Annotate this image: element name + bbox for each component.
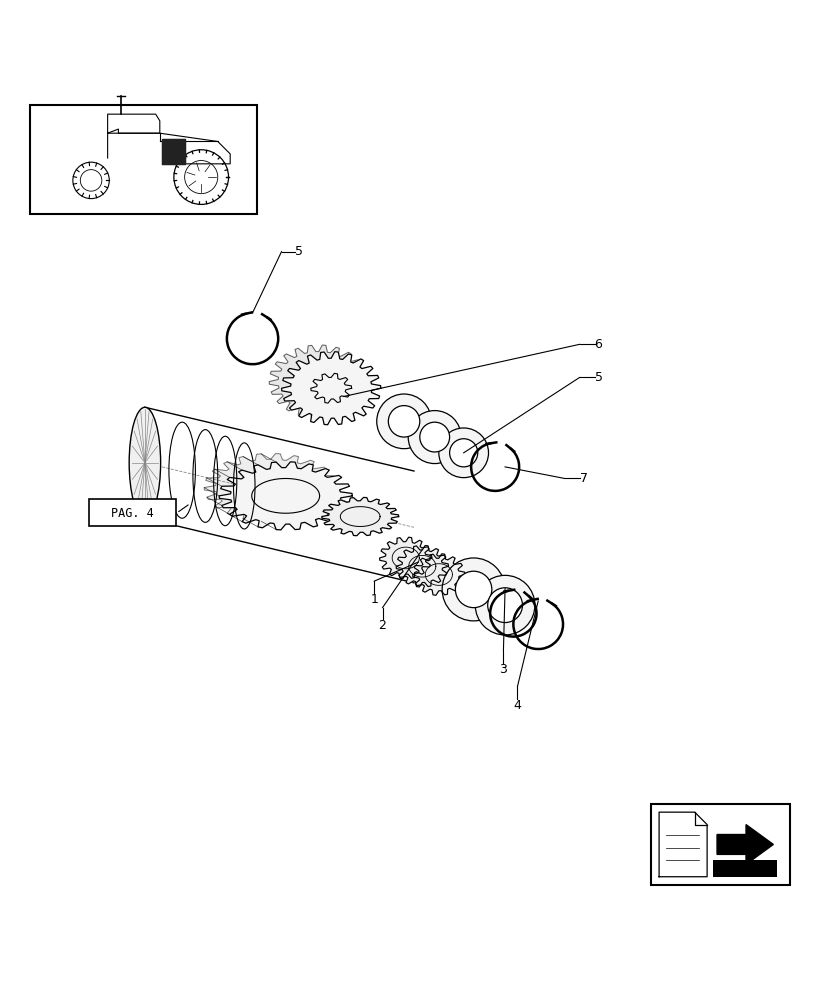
Circle shape (376, 394, 431, 449)
Circle shape (419, 422, 449, 452)
Bar (650, 804, 789, 885)
Polygon shape (413, 554, 465, 595)
Circle shape (438, 428, 488, 478)
Polygon shape (281, 352, 380, 425)
Circle shape (455, 571, 491, 608)
Polygon shape (269, 345, 368, 418)
Circle shape (388, 406, 419, 437)
Text: 5: 5 (594, 371, 602, 384)
Text: 3: 3 (499, 663, 507, 676)
Circle shape (408, 411, 461, 464)
Text: 1: 1 (370, 593, 378, 606)
Polygon shape (716, 825, 772, 864)
Text: 7: 7 (579, 472, 587, 485)
Polygon shape (379, 537, 432, 579)
Polygon shape (162, 139, 184, 164)
Text: 5: 5 (294, 245, 303, 258)
Circle shape (442, 558, 504, 621)
Polygon shape (658, 812, 706, 877)
Bar (30, 105, 256, 214)
Bar (712, 860, 777, 877)
Text: 2: 2 (378, 619, 386, 632)
FancyBboxPatch shape (89, 499, 176, 526)
Polygon shape (204, 454, 337, 522)
Polygon shape (219, 462, 351, 530)
Text: PAG. 4: PAG. 4 (111, 507, 154, 520)
Circle shape (475, 575, 534, 635)
Circle shape (449, 439, 477, 467)
Text: 4: 4 (513, 699, 521, 712)
Polygon shape (322, 497, 398, 536)
Polygon shape (396, 546, 448, 587)
Text: 6: 6 (594, 338, 602, 351)
Ellipse shape (129, 407, 160, 518)
Circle shape (487, 588, 522, 623)
